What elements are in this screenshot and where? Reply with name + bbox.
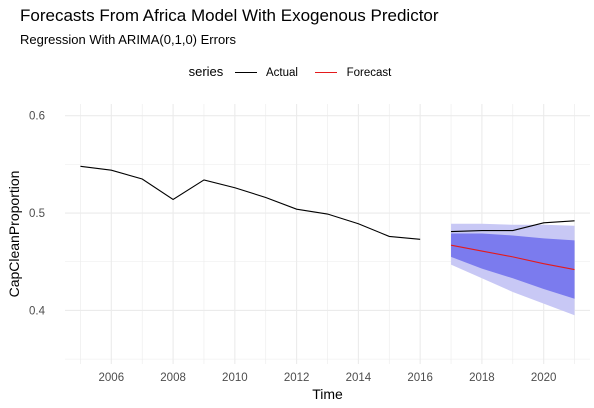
- x-tick-label: 2012: [284, 372, 310, 384]
- x-tick-label: 2010: [222, 372, 248, 384]
- y-axis-title: CapCleanProportion: [6, 171, 22, 298]
- y-tick-label: 0.4: [29, 305, 46, 317]
- chart-title: Forecasts From Africa Model With Exogeno…: [20, 6, 439, 25]
- tick-labels: 2006 2008 2010 2012 2014 2016 2018 2020 0.4 0.5 0.…: [29, 111, 556, 384]
- series-line-forecast: [450, 244, 575, 271]
- series-line-actual: [80, 165, 421, 240]
- x-tick-label: 2016: [407, 372, 433, 384]
- series-lines: [80, 165, 575, 271]
- legend-label-actual: Actual: [265, 67, 298, 79]
- x-tick-label: 2018: [469, 372, 495, 384]
- x-tick-label: 2014: [346, 372, 372, 384]
- x-tick-label: 2008: [160, 372, 186, 384]
- legend-title: series: [188, 64, 224, 79]
- prediction-interval-80: [451, 233, 575, 299]
- legend: series Actual Forecast: [0, 64, 594, 79]
- y-tick-label: 0.5: [29, 208, 45, 220]
- legend-key-forecast: [315, 72, 338, 74]
- legend-key-actual: [234, 72, 257, 74]
- series-line-actual: [451, 220, 575, 233]
- legend-label-forecast: Forecast: [346, 67, 392, 79]
- chart-subtitle: Regression With ARIMA(0,1,0) Errors: [20, 32, 237, 47]
- x-tick-label: 2006: [99, 372, 125, 384]
- x-axis-title: Time: [312, 386, 343, 402]
- prediction-intervals: [451, 223, 575, 316]
- x-tick-label: 2020: [531, 372, 557, 384]
- y-tick-label: 0.6: [29, 111, 45, 123]
